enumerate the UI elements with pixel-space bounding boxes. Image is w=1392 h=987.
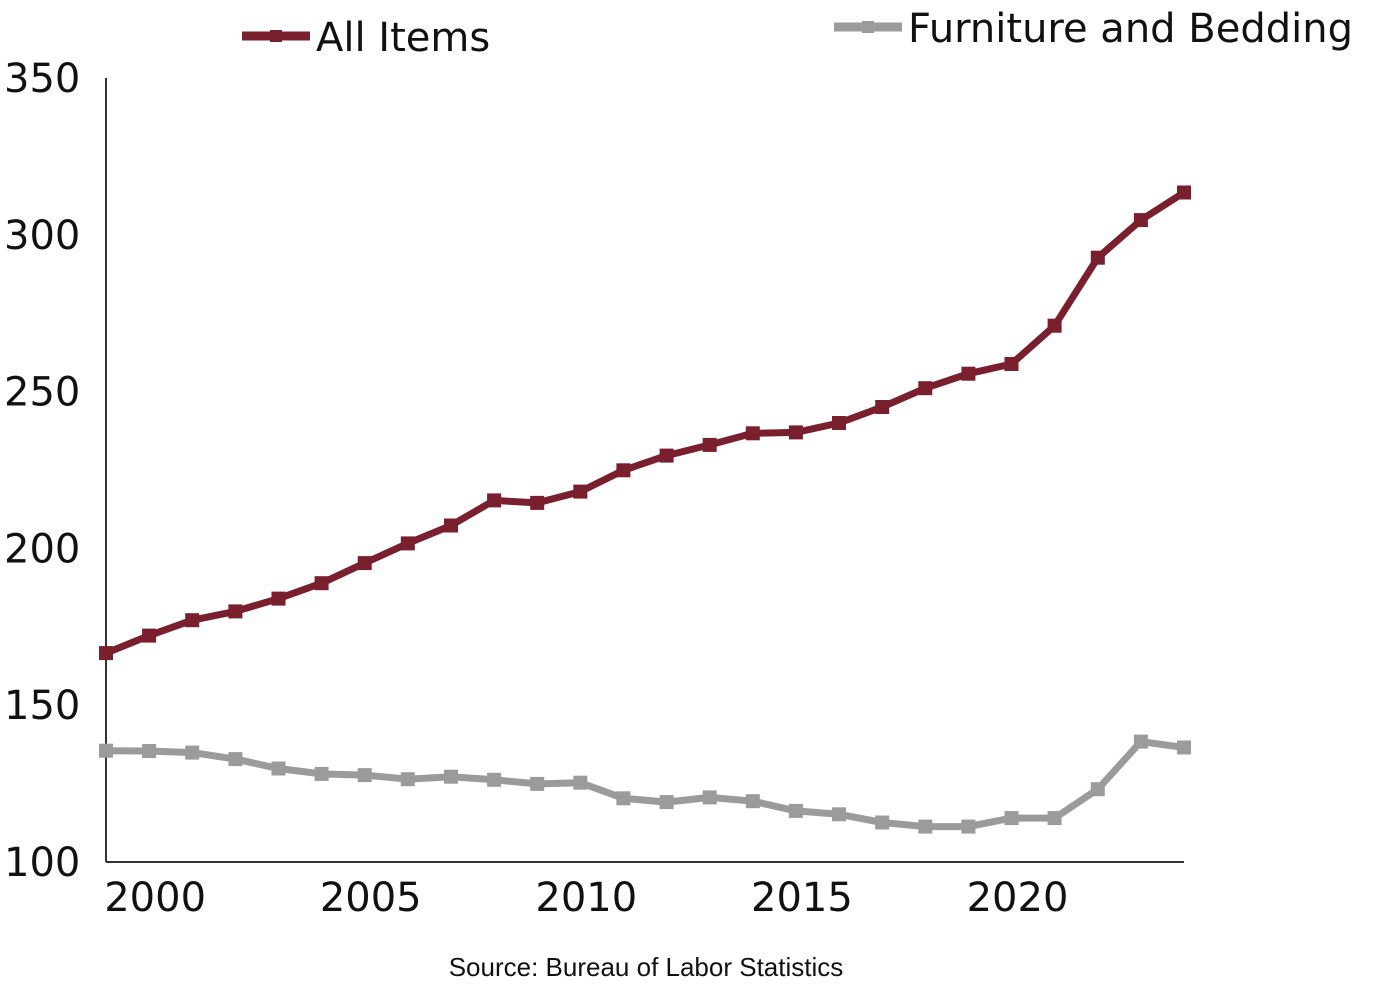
data-point-furniture-and-bedding: [788, 803, 803, 818]
data-point-furniture-and-bedding: [444, 769, 458, 784]
data-point-furniture-and-bedding: [745, 794, 760, 809]
data-point-all-items: [659, 448, 674, 463]
data-point-furniture-and-bedding: [400, 772, 415, 787]
series-line-all-items: [104, 189, 1186, 657]
data-point-furniture-and-bedding: [832, 807, 846, 822]
data-point-furniture-and-bedding: [271, 761, 286, 776]
series-line-furniture-and-bedding: [105, 738, 1185, 831]
y-tick-label: 100: [4, 840, 80, 886]
legend-label-furniture-and-bedding: Furniture and Bedding: [908, 6, 1353, 52]
data-point-all-items: [832, 416, 846, 430]
data-point-all-items: [228, 604, 243, 619]
data-point-all-items: [918, 381, 933, 396]
source-note: Source: Bureau of Labor Statistics: [449, 952, 844, 982]
x-tick-label: 2015: [751, 875, 853, 921]
x-tick-label: 2005: [320, 875, 422, 921]
data-point-furniture-and-bedding: [314, 766, 329, 781]
x-tick-label: 2010: [535, 875, 637, 921]
y-tick-labels: 100 150 200 250 300 350: [4, 56, 80, 886]
data-point-all-items: [314, 576, 329, 591]
data-point-all-items: [1177, 185, 1191, 200]
data-point-furniture-and-bedding: [228, 752, 243, 767]
data-point-all-items: [271, 591, 286, 606]
data-point-all-items: [99, 646, 113, 661]
y-tick-label: 200: [4, 526, 80, 572]
data-point-all-items: [142, 628, 157, 643]
data-point-all-items: [530, 495, 545, 510]
x-tick-labels: 2000 2005 2010 2015 2020: [104, 875, 1068, 921]
data-point-furniture-and-bedding: [1177, 740, 1191, 755]
series-all-items: [99, 185, 1191, 661]
legend-marker-furniture-and-bedding: [862, 21, 874, 33]
data-point-furniture-and-bedding: [616, 791, 631, 806]
y-tick-label: 250: [4, 370, 80, 416]
data-point-furniture-and-bedding: [659, 795, 674, 810]
data-point-furniture-and-bedding: [918, 819, 933, 834]
data-point-all-items: [444, 518, 458, 533]
x-tick-label: 2020: [967, 875, 1069, 921]
data-point-all-items: [702, 437, 717, 452]
data-point-furniture-and-bedding: [142, 744, 157, 758]
legend-entry-all-items: All Items: [242, 15, 490, 61]
data-point-all-items: [745, 426, 760, 441]
data-point-all-items: [357, 556, 372, 571]
data-point-furniture-and-bedding: [1047, 811, 1062, 826]
series-furniture-and-bedding: [99, 734, 1191, 834]
data-point-all-items: [616, 463, 631, 478]
data-point-all-items: [185, 613, 200, 628]
legend: All Items Furniture and Bedding: [242, 6, 1353, 61]
data-point-furniture-and-bedding: [1090, 782, 1105, 797]
y-tick-label: 150: [4, 683, 80, 729]
data-point-all-items: [1133, 213, 1148, 228]
legend-label-all-items: All Items: [316, 15, 490, 61]
legend-entry-furniture-and-bedding: Furniture and Bedding: [834, 6, 1353, 52]
x-tick-label: 2000: [104, 875, 206, 921]
y-tick-label: 300: [4, 213, 80, 259]
data-point-all-items: [1004, 357, 1019, 371]
data-point-all-items: [400, 536, 415, 551]
data-point-all-items: [1090, 250, 1105, 265]
data-point-furniture-and-bedding: [1133, 734, 1148, 749]
data-point-furniture-and-bedding: [702, 790, 717, 805]
data-point-furniture-and-bedding: [357, 768, 372, 783]
data-point-furniture-and-bedding: [487, 772, 502, 787]
data-point-all-items: [573, 484, 588, 499]
data-point-furniture-and-bedding: [99, 743, 113, 758]
data-point-all-items: [788, 425, 803, 440]
y-tick-label: 350: [4, 56, 80, 102]
data-point-furniture-and-bedding: [1004, 811, 1019, 826]
axes: [105, 78, 1184, 863]
data-point-furniture-and-bedding: [530, 776, 545, 791]
data-point-furniture-and-bedding: [573, 775, 588, 790]
data-point-all-items: [487, 493, 502, 508]
data-point-furniture-and-bedding: [185, 745, 200, 760]
data-point-furniture-and-bedding: [875, 815, 890, 830]
data-point-all-items: [1047, 318, 1062, 333]
legend-marker-all-items: [270, 30, 282, 42]
data-point-all-items: [961, 366, 976, 381]
data-point-all-items: [875, 400, 890, 414]
data-point-furniture-and-bedding: [961, 819, 976, 834]
series-layer: [99, 185, 1191, 834]
